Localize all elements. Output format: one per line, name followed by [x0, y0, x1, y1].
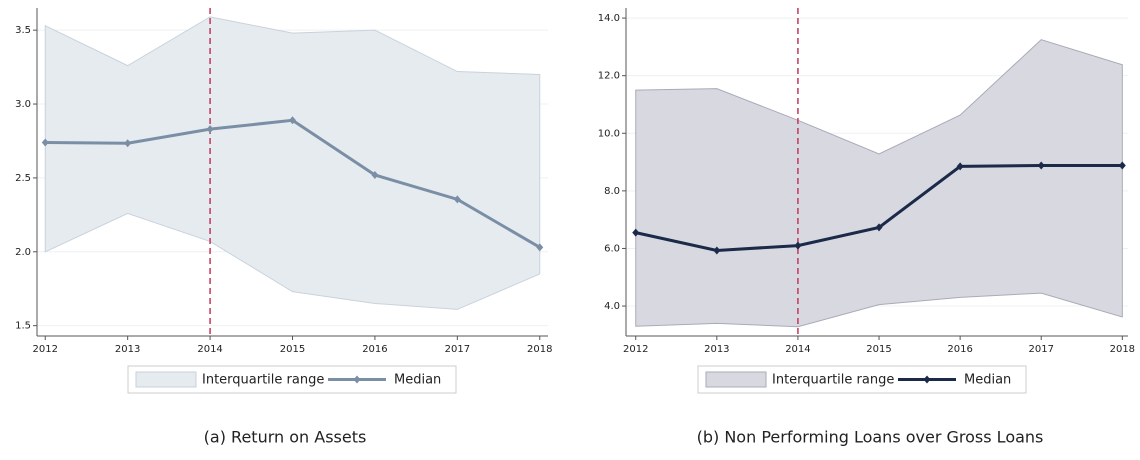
median-point: [206, 125, 214, 134]
iqr-band: [635, 39, 1123, 328]
median-point: [794, 241, 802, 250]
y-tick-label: 2.0: [15, 247, 31, 258]
legend-swatch: [135, 371, 197, 388]
y-tick-label: 12.0: [598, 71, 620, 82]
median-point: [875, 223, 883, 232]
caption: (a) Return on Assets: [204, 428, 367, 447]
y-tick-label: 8.0: [604, 186, 620, 197]
median-point: [956, 162, 964, 171]
caption: (b) Non Performing Loans over Gross Loan…: [697, 428, 1044, 447]
median-point: [124, 139, 132, 148]
x-tick-label: 2013: [704, 344, 729, 355]
x-tick-label: 2015: [866, 344, 891, 355]
median-point: [536, 243, 544, 252]
median-point: [713, 246, 721, 255]
legend-label: Interquartile range: [202, 373, 324, 388]
x-tick-label: 2018: [527, 344, 552, 355]
x-tick-label: 2014: [197, 344, 222, 355]
median-point: [1037, 161, 1045, 170]
x-tick-label: 2014: [785, 344, 810, 355]
y-tick-label: 10.0: [598, 128, 620, 139]
legend-marker: [923, 375, 931, 384]
legend-label: Median: [394, 373, 441, 388]
x-tick-label: 2016: [362, 344, 387, 355]
x-tick-label: 2012: [623, 344, 648, 355]
legend-label: Median: [964, 373, 1011, 388]
x-tick-label: 2018: [1110, 344, 1135, 355]
y-tick-label: 3.5: [15, 25, 31, 36]
x-tick-label: 2017: [1028, 344, 1053, 355]
legend-swatch: [705, 371, 767, 388]
median-point: [289, 116, 296, 125]
y-tick-label: 2.5: [15, 173, 31, 184]
x-tick-label: 2013: [115, 344, 140, 355]
iqr-band: [44, 16, 541, 310]
y-tick-label: 14.0: [598, 13, 620, 24]
y-tick-label: 6.0: [604, 243, 620, 254]
median-point: [1118, 161, 1126, 170]
median-point: [371, 170, 379, 179]
median-point: [453, 195, 461, 204]
median-point: [632, 228, 640, 237]
x-tick-label: 2016: [947, 344, 972, 355]
x-tick-label: 2017: [445, 344, 470, 355]
x-tick-label: 2015: [280, 344, 305, 355]
y-tick-label: 1.5: [15, 321, 31, 332]
y-tick-label: 3.0: [15, 99, 31, 110]
legend-marker: [353, 375, 361, 384]
legend-label: Interquartile range: [772, 373, 894, 388]
median-point: [41, 138, 49, 147]
y-tick-label: 4.0: [604, 301, 620, 312]
x-tick-label: 2012: [33, 344, 58, 355]
